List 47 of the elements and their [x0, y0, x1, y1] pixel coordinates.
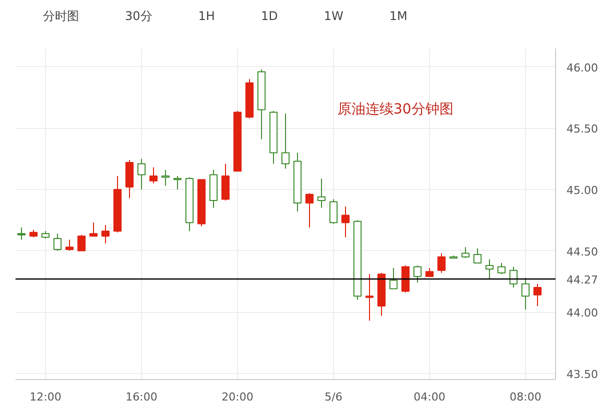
candlestick: [53, 233, 62, 252]
candlestick: [341, 206, 350, 238]
candlestick: [137, 158, 146, 190]
candlestick: [305, 192, 314, 228]
candlestick: [497, 262, 506, 275]
candlestick: [389, 267, 398, 290]
text: 1H: [197, 8, 216, 25]
candlestick: [221, 163, 230, 202]
text: 1D: [260, 8, 279, 25]
candlestick: [317, 178, 326, 208]
y-tick-label: 44.00: [566, 306, 598, 320]
y-tick-label: 45.50: [566, 122, 598, 136]
candlestick: [485, 258, 494, 280]
text: 原油连续30分钟图: [338, 102, 454, 118]
text: 30分: [124, 8, 154, 25]
candlestick: [329, 198, 338, 224]
candlestick: [77, 234, 86, 252]
candlestick: [281, 112, 290, 170]
candlestick: [149, 166, 158, 184]
y-tick-label: 46.00: [566, 61, 598, 74]
x-tick-label: 04:00: [414, 390, 446, 402]
candlestick: [65, 239, 74, 252]
candlestick: [161, 169, 170, 186]
candlestick: [509, 266, 518, 288]
candlestick: [533, 283, 542, 306]
candlestick: [461, 246, 470, 259]
candlestick: [437, 252, 446, 274]
x-tick-label: 12:00: [30, 390, 62, 402]
ref-line-label: 44.27: [566, 273, 598, 286]
x-tick-label: 08:00: [510, 390, 542, 402]
text: 分时图: [42, 8, 80, 25]
candlestick: [89, 222, 98, 237]
candlestick: [17, 226, 26, 240]
candlestick: [101, 224, 110, 244]
x-tick-label: 20:00: [222, 390, 254, 402]
candlestick: [473, 248, 482, 264]
candlestick: [173, 175, 182, 190]
x-tick-label: 16:00: [126, 390, 158, 402]
y-tick-label: 45.00: [566, 184, 598, 197]
y-tick-label: 44.50: [566, 245, 598, 258]
candlestick: [521, 277, 530, 310]
candlestick: [365, 274, 374, 322]
x-tick-label: 5/6: [324, 390, 342, 402]
text: 1M: [388, 8, 408, 25]
y-tick-label: 43.50: [566, 368, 598, 381]
text: 1W: [322, 8, 344, 25]
candlestick: [413, 264, 422, 284]
